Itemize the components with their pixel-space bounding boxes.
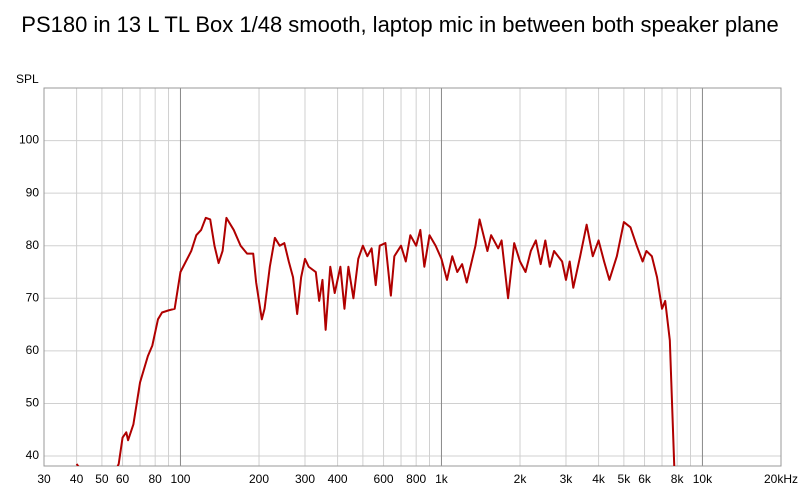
x-tick-label: 400	[328, 472, 348, 486]
x-tick-label: 800	[406, 472, 426, 486]
x-tick-label: 20kHz	[764, 472, 798, 486]
y-tick-label: 90	[26, 185, 40, 199]
x-tick-label: 300	[295, 472, 315, 486]
x-tick-label: 100	[170, 472, 190, 486]
x-tick-label: 3k	[560, 472, 574, 486]
x-tick-label: 8k	[671, 472, 685, 486]
series-line	[75, 216, 676, 466]
x-tick-label: 50	[95, 472, 109, 486]
y-axis-label: SPL	[16, 72, 39, 86]
chart-title: PS180 in 13 L TL Box 1/48 smooth, laptop…	[21, 12, 779, 37]
x-tick-label: 600	[374, 472, 394, 486]
y-tick-label: 40	[26, 448, 40, 462]
x-tick-label: 80	[148, 472, 162, 486]
x-tick-label: 10k	[693, 472, 713, 486]
x-tick-label: 5k	[618, 472, 632, 486]
y-tick-label: 80	[26, 238, 40, 252]
plot-border	[43, 87, 782, 467]
x-tick-label: 2k	[514, 472, 528, 486]
y-tick-label: 100	[19, 133, 39, 147]
y-tick-label: 70	[26, 290, 40, 304]
x-tick-label: 4k	[592, 472, 606, 486]
x-tick-label: 200	[249, 472, 269, 486]
x-tick-label: 6k	[638, 472, 652, 486]
x-tick-label: 40	[70, 472, 84, 486]
y-tick-label: 50	[26, 396, 40, 410]
y-tick-label: 60	[26, 343, 40, 357]
plot-area	[44, 88, 781, 466]
x-tick-label: 60	[116, 472, 130, 486]
x-tick-label: 30	[37, 472, 51, 486]
x-tick-label: 1k	[435, 472, 449, 486]
